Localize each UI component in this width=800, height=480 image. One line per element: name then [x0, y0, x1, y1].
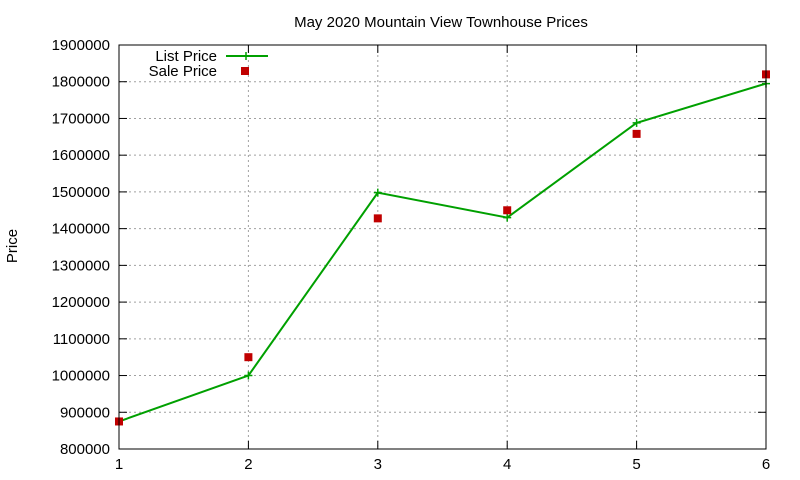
y-tick-label: 1800000	[52, 74, 110, 91]
y-tick-label: 1000000	[52, 368, 110, 385]
grid	[119, 45, 766, 449]
sale-price-point	[373, 214, 382, 223]
x-tick-label: 6	[762, 456, 770, 473]
series-layer	[115, 70, 770, 426]
chart-title: May 2020 Mountain View Townhouse Prices	[294, 14, 588, 31]
legend: List Price Sale Price	[149, 48, 268, 80]
y-tick-label: 1300000	[52, 257, 110, 274]
y-tick-label: 1400000	[52, 221, 110, 238]
y-tick-label: 1900000	[52, 37, 110, 54]
x-tick-label: 3	[374, 456, 382, 473]
list-price-point	[503, 213, 512, 222]
x-tick-label: 1	[115, 456, 123, 473]
legend-label-list-price: List Price	[155, 48, 217, 65]
x-tick-label: 2	[244, 456, 252, 473]
x-tick-label: 4	[503, 456, 511, 473]
x-tick-label: 5	[632, 456, 640, 473]
y-tick-label: 1700000	[52, 110, 110, 127]
list-price-point	[244, 371, 253, 380]
y-tick-label: 1500000	[52, 184, 110, 201]
legend-label-sale-price: Sale Price	[149, 63, 217, 80]
plot-frame	[118, 44, 767, 450]
legend-marker-sale-price	[241, 67, 249, 75]
sale-price-point	[503, 206, 512, 215]
list-price-line	[118, 82, 767, 423]
list-price-point	[373, 188, 382, 197]
sale-price-point	[632, 129, 641, 138]
sale-price-point	[244, 353, 253, 362]
y-tick-label: 1600000	[52, 147, 110, 164]
y-tick-label: 1200000	[52, 294, 110, 311]
y-tick-label: 1100000	[53, 331, 110, 348]
y-tick-label: 800000	[60, 441, 110, 458]
axis-ticks: 800000 900000 1000000 1100000 1200000 1300000…	[52, 37, 771, 473]
list-price-point	[632, 118, 641, 127]
y-tick-label: 900000	[60, 404, 110, 421]
legend-marker-list-price	[242, 52, 250, 60]
y-axis-label: Price	[4, 229, 21, 263]
